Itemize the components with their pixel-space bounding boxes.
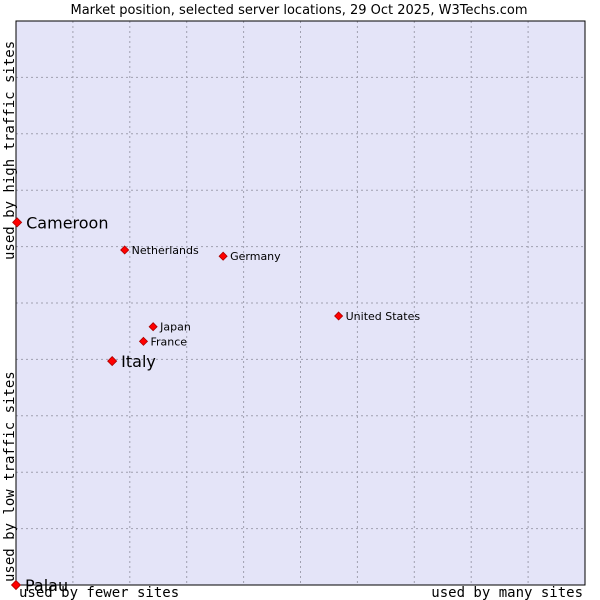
plot-border [15, 20, 586, 586]
point-label-germany: Germany [230, 250, 281, 263]
point-label-france: France [150, 335, 187, 348]
data-points: Cameroon Netherlands Germany United States J… [10, 213, 421, 595]
point-marker-palau [10, 579, 22, 591]
chart-title: Market position, selected server locatio… [70, 3, 527, 18]
point-marker-italy [107, 356, 118, 367]
point-marker-united-states [334, 311, 344, 321]
x-axis-label-left: used by fewer sites [19, 585, 179, 600]
point-label-japan: Japan [159, 321, 191, 334]
x-axis-label-right: used by many sites [431, 585, 583, 600]
point-label-united-states: United States [346, 310, 421, 323]
point-marker-netherlands [120, 245, 130, 255]
point-label-netherlands: Netherlands [132, 244, 199, 257]
point-label-italy: Italy [121, 352, 156, 371]
y-axis-label-bottom: used by low traffic sites [2, 371, 18, 582]
point-marker-japan [148, 322, 158, 332]
point-marker-france [138, 336, 149, 346]
grid-lines [16, 21, 585, 585]
y-axis-label-top: used by high traffic sites [2, 41, 18, 260]
point-label-cameroon: Cameroon [26, 213, 108, 232]
point-marker-cameroon [12, 217, 23, 228]
point-label-palau: Palau [25, 576, 68, 595]
point-marker-germany [218, 251, 228, 261]
